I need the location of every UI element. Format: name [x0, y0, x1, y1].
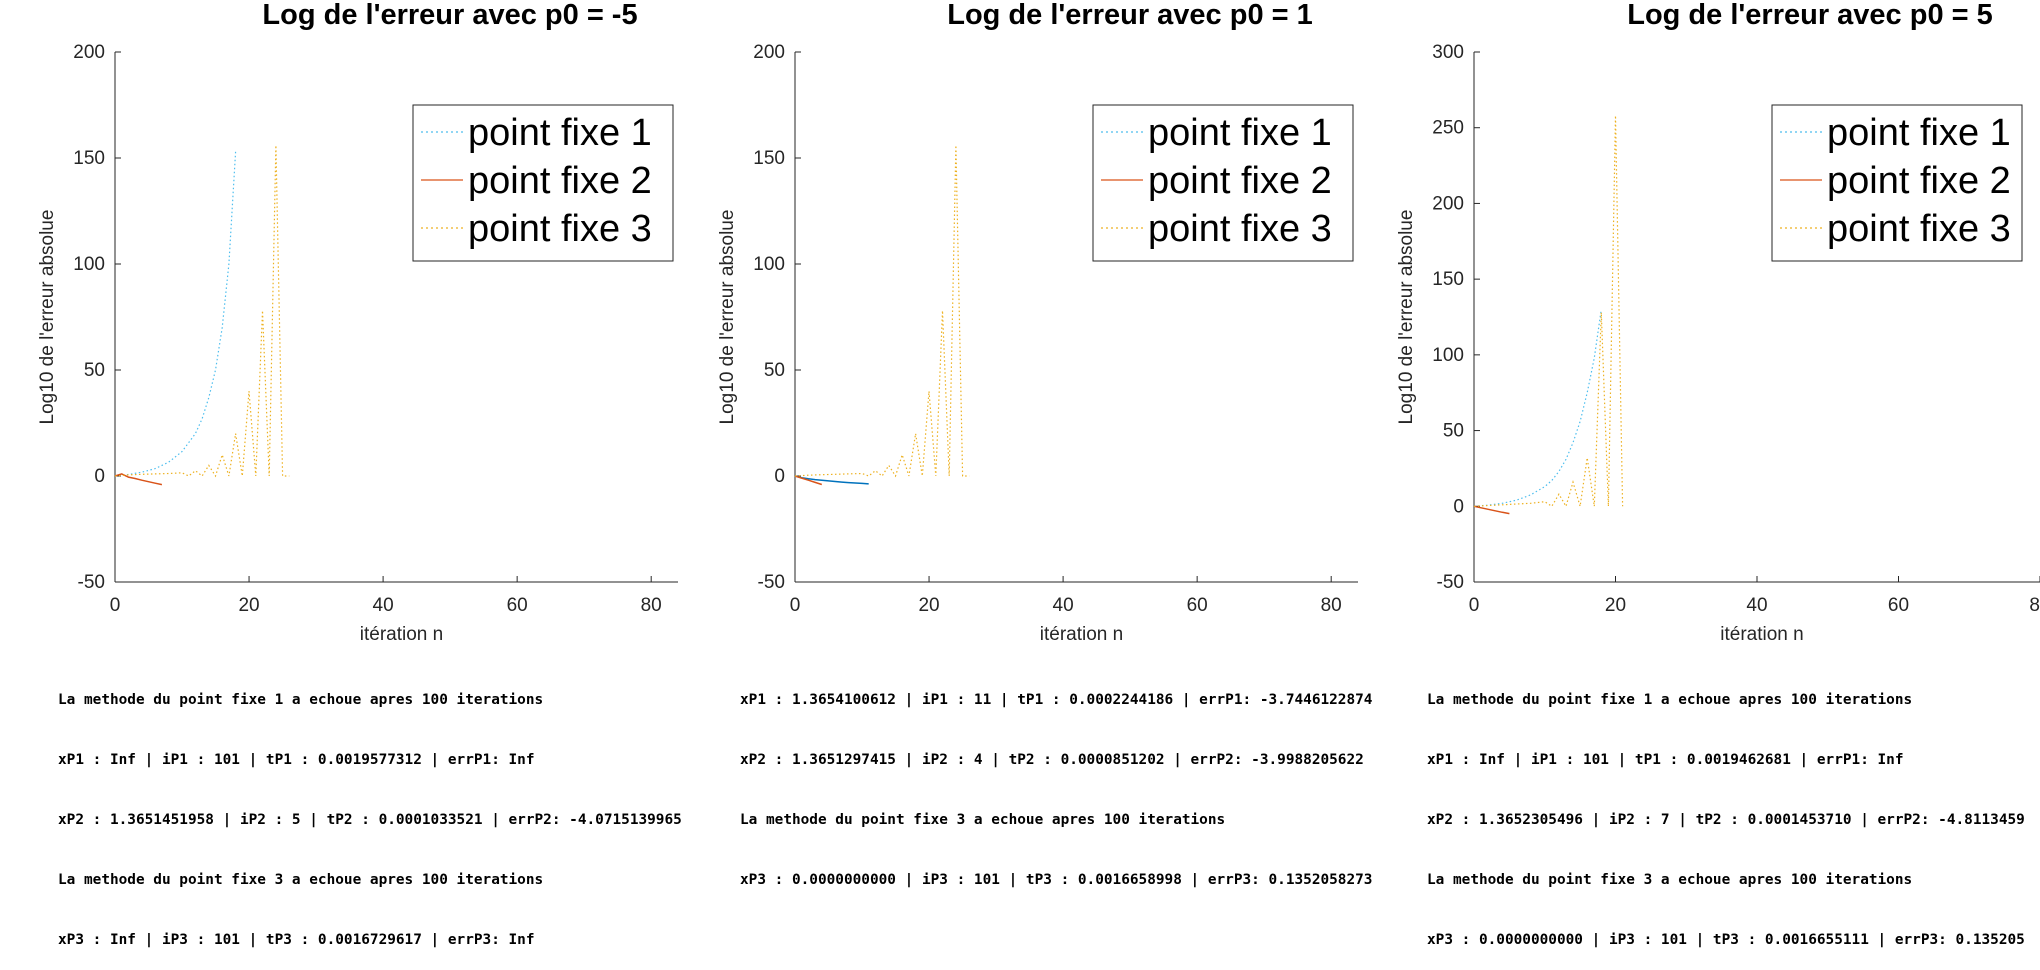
x-tick-label: 20: [238, 595, 259, 616]
x-tick-label: 60: [1888, 595, 1909, 616]
console-line: La methode du point fixe 3 a echoue apre…: [740, 812, 1226, 828]
x-tick-label: 40: [1746, 595, 1767, 616]
x-tick-label: 60: [1187, 595, 1208, 616]
x-tick-label: 20: [918, 595, 939, 616]
x-tick-label: 80: [641, 595, 662, 616]
y-tick-label: 100: [73, 254, 105, 275]
y-tick-label: 150: [753, 148, 785, 169]
chart-title: Log de l'erreur avec p0 = 5: [1627, 0, 1993, 31]
console-line: La methode du point fixe 1 a echoue apre…: [1427, 692, 1913, 708]
series-line-point-fixe-3: [794, 145, 970, 478]
legend-label: point fixe 3: [1148, 208, 1332, 250]
x-axis-label: itération n: [1720, 624, 1803, 645]
y-tick-label: 300: [1432, 42, 1464, 63]
y-tick-label: 200: [1432, 193, 1464, 214]
console-line: La methode du point fixe 1 a echoue apre…: [58, 692, 544, 708]
y-tick-label: 100: [1432, 345, 1464, 366]
y-tick-label: -50: [1437, 572, 1464, 593]
legend-label: point fixe 3: [468, 208, 652, 250]
y-tick-label: 150: [73, 148, 105, 169]
console-line: xP3 : 0.0000000000 | iP3 : 101 | tP3 : 0…: [1427, 932, 2025, 948]
figure: Log de l'erreur avec p0 = -5-50050100150…: [37, 0, 2040, 645]
series-line-point-fixe-2: [1473, 505, 1510, 515]
y-tick-label: 200: [753, 42, 785, 63]
console-line: xP1 : 1.3654100612 | iP1 : 11 | tP1 : 0.…: [740, 692, 1373, 708]
x-tick-label: 0: [1469, 595, 1480, 616]
x-tick-label: 0: [790, 595, 801, 616]
legend-label: point fixe 2: [1827, 160, 2011, 202]
y-tick-label: 100: [753, 254, 785, 275]
y-tick-label: 50: [764, 360, 785, 381]
console-output-right: La methode du point fixe 1 a echoue apre…: [1427, 650, 2040, 970]
y-tick-label: 0: [774, 466, 785, 487]
console-line: xP3 : Inf | iP3 : 101 | tP3 : 0.00167296…: [58, 932, 535, 948]
legend-label: point fixe 1: [468, 112, 652, 154]
legend-box: [412, 104, 674, 262]
chart-title: Log de l'erreur avec p0 = -5: [262, 0, 637, 31]
chart-title: Log de l'erreur avec p0 = 1: [947, 0, 1313, 31]
x-tick-label: 80: [1321, 595, 1342, 616]
legend-box: [1092, 104, 1354, 262]
console-line: xP2 : 1.3651297415 | iP2 : 4 | tP2 : 0.0…: [740, 752, 1364, 768]
y-axis-label: Log10 de l'erreur absolue: [37, 210, 58, 425]
series-line-point-fixe-1: [1473, 309, 1602, 507]
y-tick-label: 250: [1432, 118, 1464, 139]
y-tick-label: 50: [1443, 421, 1464, 442]
y-tick-label: -50: [78, 572, 105, 593]
console-line: xP2 : 1.3652305496 | iP2 : 7 | tP2 : 0.0…: [1427, 812, 2025, 828]
series-line-point-fixe-3: [1473, 115, 1624, 508]
y-tick-label: 200: [73, 42, 105, 63]
series-line-point-fixe-1: [114, 151, 237, 477]
series-line-point-fixe-2: [114, 473, 163, 486]
y-tick-label: 0: [1453, 496, 1464, 517]
legend-box: [1771, 104, 2023, 262]
console-line: La methode du point fixe 3 a echoue apre…: [58, 872, 544, 888]
y-tick-label: 50: [84, 360, 105, 381]
y-axis-label: Log10 de l'erreur absolue: [717, 210, 738, 425]
y-axis-label: Log10 de l'erreur absolue: [1396, 210, 1417, 425]
series-line-point-fixe-1: [794, 475, 869, 485]
console-output-left: La methode du point fixe 1 a echoue apre…: [58, 650, 682, 970]
legend-label: point fixe 3: [1827, 208, 2011, 250]
console-line: xP1 : Inf | iP1 : 101 | tP1 : 0.00194626…: [1427, 752, 1904, 768]
y-tick-label: 150: [1432, 269, 1464, 290]
x-axis-label: itération n: [360, 624, 443, 645]
x-tick-label: 40: [1053, 595, 1074, 616]
chart-3: Log de l'erreur avec p0 = 5-500501001502…: [1396, 0, 2040, 645]
x-axis-label: itération n: [1040, 624, 1123, 645]
series-line-point-fixe-2: [794, 475, 823, 486]
console-line: xP2 : 1.3651451958 | iP2 : 5 | tP2 : 0.0…: [58, 812, 682, 828]
chart-2: Log de l'erreur avec p0 = 1-500501001502…: [717, 0, 1358, 645]
legend-label: point fixe 1: [1827, 112, 2011, 154]
legend-label: point fixe 2: [1148, 160, 1332, 202]
legend-label: point fixe 1: [1148, 112, 1332, 154]
legend-label: point fixe 2: [468, 160, 652, 202]
x-tick-label: 40: [373, 595, 394, 616]
series-line-point-fixe-3: [114, 145, 290, 478]
console-line: xP1 : Inf | iP1 : 101 | tP1 : 0.00195773…: [58, 752, 535, 768]
console-line: xP3 : 0.0000000000 | iP3 : 101 | tP3 : 0…: [740, 872, 1373, 888]
x-tick-label: 0: [110, 595, 121, 616]
console-output-middle: xP1 : 1.3654100612 | iP1 : 11 | tP1 : 0.…: [740, 650, 1372, 910]
y-tick-label: 0: [94, 466, 105, 487]
console-line: La methode du point fixe 3 a echoue apre…: [1427, 872, 1913, 888]
chart-1: Log de l'erreur avec p0 = -5-50050100150…: [37, 0, 678, 645]
x-tick-label: 60: [507, 595, 528, 616]
y-tick-label: -50: [758, 572, 785, 593]
x-tick-label: 20: [1605, 595, 1626, 616]
x-tick-label: 80: [2029, 595, 2040, 616]
